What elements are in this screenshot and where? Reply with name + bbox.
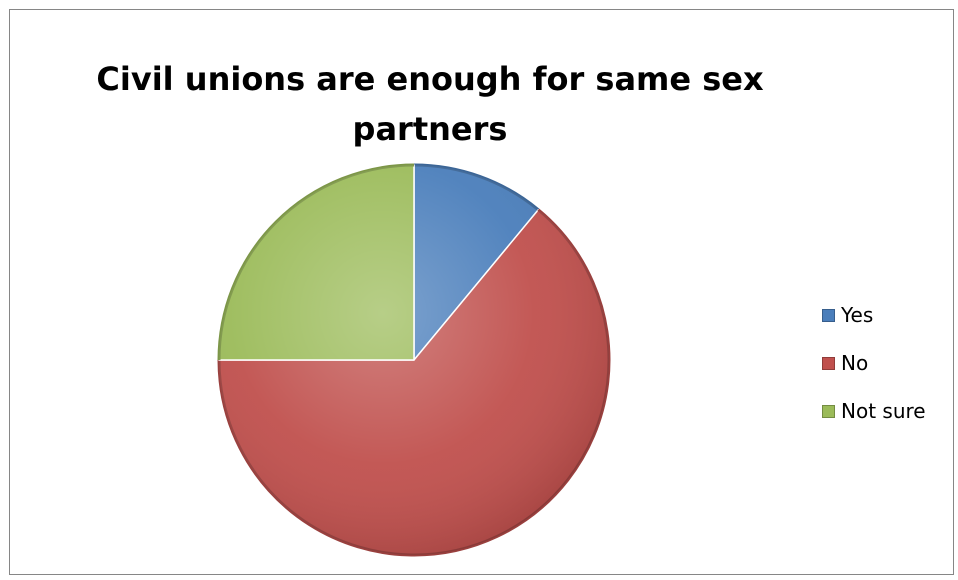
chart-title: Civil unions are enough for same sex par… <box>10 54 850 154</box>
legend-item-no: No <box>822 351 926 375</box>
legend-item-yes: Yes <box>822 303 926 327</box>
pie-slice-not-sure <box>218 164 415 361</box>
legend-label-yes: Yes <box>841 303 874 327</box>
legend-item-not-sure: Not sure <box>822 399 926 423</box>
legend-label-no: No <box>841 351 869 375</box>
chart-frame: Civil unions are enough for same sex par… <box>9 9 954 575</box>
pie-slices <box>217 163 611 557</box>
legend-label-not-sure: Not sure <box>841 399 926 423</box>
chart-title-line-1: Civil unions are enough for same sex <box>96 60 764 98</box>
legend-swatch-not-sure <box>822 404 835 418</box>
legend-swatch-yes <box>822 308 835 322</box>
legend: Yes No Not sure <box>822 303 926 447</box>
legend-swatch-no <box>822 356 835 370</box>
chart-title-line-2: partners <box>352 110 508 148</box>
pie-chart <box>217 163 611 557</box>
